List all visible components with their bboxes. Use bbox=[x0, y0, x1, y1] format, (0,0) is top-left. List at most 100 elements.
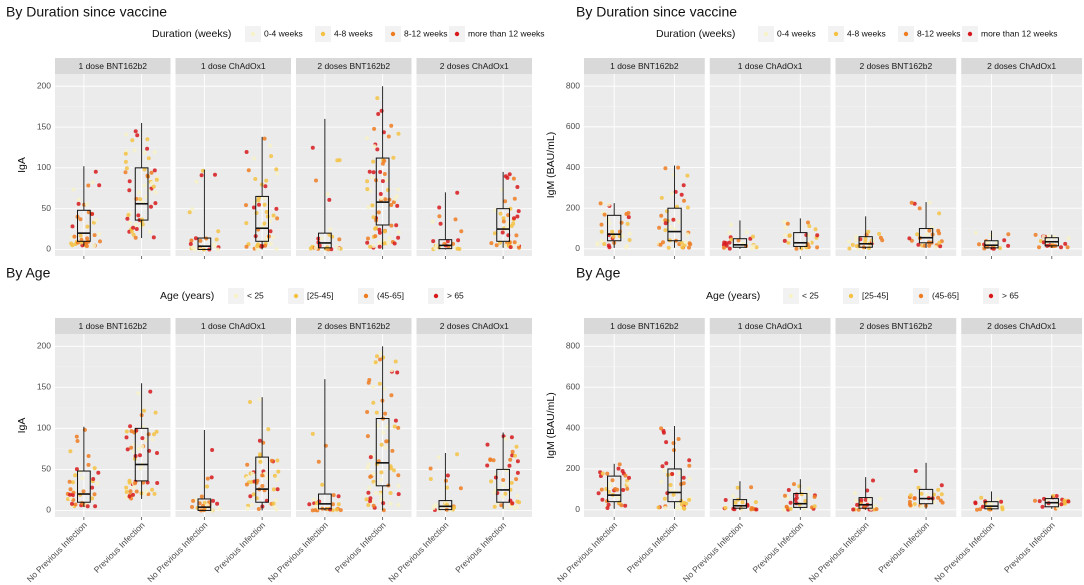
data-point bbox=[133, 222, 138, 227]
data-point bbox=[793, 497, 798, 502]
data-point bbox=[387, 236, 392, 240]
data-point bbox=[908, 493, 913, 498]
data-point bbox=[735, 485, 740, 490]
data-point bbox=[370, 203, 375, 208]
data-point bbox=[663, 228, 668, 233]
data-point bbox=[150, 437, 155, 442]
facet-label: 1 dose ChAdOx1 bbox=[201, 321, 266, 331]
data-point bbox=[382, 386, 387, 391]
data-point bbox=[153, 201, 158, 206]
legend: Duration (weeks) 0-4 weeks 4-8 weeks 8-12 w… bbox=[656, 26, 1058, 42]
data-point bbox=[396, 503, 401, 508]
data-point bbox=[256, 242, 260, 247]
box bbox=[607, 475, 622, 503]
data-point bbox=[308, 246, 313, 251]
data-point bbox=[624, 212, 629, 216]
legend-label: [25-45] bbox=[862, 290, 888, 300]
data-point bbox=[264, 178, 269, 183]
data-point bbox=[663, 166, 668, 171]
data-point bbox=[600, 471, 605, 476]
data-point bbox=[727, 240, 732, 245]
data-point bbox=[501, 434, 506, 439]
data-point bbox=[376, 112, 381, 116]
data-point bbox=[813, 227, 818, 232]
data-point bbox=[128, 489, 133, 494]
data-point bbox=[744, 230, 749, 235]
data-point bbox=[922, 243, 927, 248]
data-point bbox=[1033, 232, 1038, 237]
data-point bbox=[373, 491, 378, 496]
data-point bbox=[128, 424, 133, 429]
data-point bbox=[262, 136, 267, 141]
data-point bbox=[1059, 502, 1064, 507]
data-point bbox=[503, 243, 508, 248]
data-point bbox=[782, 507, 787, 512]
y-tick-label: 0 bbox=[575, 243, 580, 253]
data-point bbox=[736, 238, 741, 243]
data-point bbox=[81, 489, 86, 494]
data-point bbox=[803, 499, 808, 503]
facet-label: 1 dose ChAdOx1 bbox=[738, 321, 803, 331]
data-point bbox=[991, 246, 996, 251]
data-point bbox=[143, 491, 147, 496]
data-point bbox=[262, 202, 267, 207]
data-point bbox=[331, 493, 336, 498]
data-point bbox=[782, 219, 787, 224]
data-point bbox=[599, 229, 604, 234]
data-point bbox=[365, 410, 370, 414]
data-point bbox=[260, 484, 265, 488]
x-category-label: Previous Infection bbox=[453, 520, 508, 575]
data-point bbox=[373, 360, 378, 365]
data-point bbox=[244, 244, 249, 249]
data-point bbox=[310, 145, 315, 150]
y-tick-label: 0 bbox=[46, 505, 51, 515]
legend-label: 0-4 weeks bbox=[777, 28, 816, 38]
data-point bbox=[368, 189, 373, 193]
data-point bbox=[1062, 498, 1067, 503]
data-point bbox=[806, 486, 811, 491]
facet-strip bbox=[175, 58, 291, 74]
data-point bbox=[607, 221, 612, 226]
data-point bbox=[605, 499, 609, 504]
data-point bbox=[1041, 234, 1046, 239]
data-point bbox=[367, 378, 372, 382]
data-point bbox=[513, 453, 517, 458]
data-point bbox=[94, 218, 99, 223]
data-point bbox=[364, 136, 369, 141]
data-point bbox=[379, 196, 384, 201]
data-point bbox=[509, 480, 514, 485]
data-point bbox=[458, 486, 463, 491]
data-point bbox=[850, 242, 855, 247]
facet-label: 2 doses ChAdOx1 bbox=[987, 61, 1056, 71]
data-point bbox=[749, 485, 754, 490]
y-tick-label: 600 bbox=[566, 381, 580, 391]
data-point bbox=[722, 240, 727, 245]
data-point bbox=[679, 240, 684, 245]
data-point bbox=[68, 492, 72, 497]
data-point bbox=[132, 148, 137, 153]
data-point bbox=[870, 239, 875, 244]
data-point bbox=[1000, 505, 1005, 510]
data-point bbox=[681, 183, 686, 188]
data-point bbox=[723, 506, 728, 510]
data-point bbox=[1063, 241, 1068, 246]
facet-strip bbox=[835, 318, 957, 334]
data-point bbox=[378, 351, 383, 355]
chart-block-4: By Age Age (years) < 25 [25-45] (45-65] > 65 I… bbox=[545, 265, 1082, 584]
data-point bbox=[389, 393, 394, 398]
data-point bbox=[338, 508, 343, 513]
x-category-label: No Previous Infection bbox=[266, 520, 330, 584]
data-point bbox=[367, 485, 372, 490]
data-point bbox=[313, 245, 318, 250]
section-title: By Age bbox=[6, 265, 51, 281]
data-point bbox=[136, 391, 141, 396]
data-point bbox=[274, 247, 279, 252]
data-point bbox=[664, 440, 669, 445]
data-point bbox=[620, 233, 625, 238]
data-point bbox=[485, 442, 490, 447]
data-point bbox=[192, 247, 197, 252]
data-point bbox=[854, 498, 859, 503]
x-category-label: Previous Infection bbox=[1002, 520, 1057, 575]
y-tick-label: 800 bbox=[566, 341, 580, 351]
legend-label: 0-4 weeks bbox=[264, 28, 303, 38]
